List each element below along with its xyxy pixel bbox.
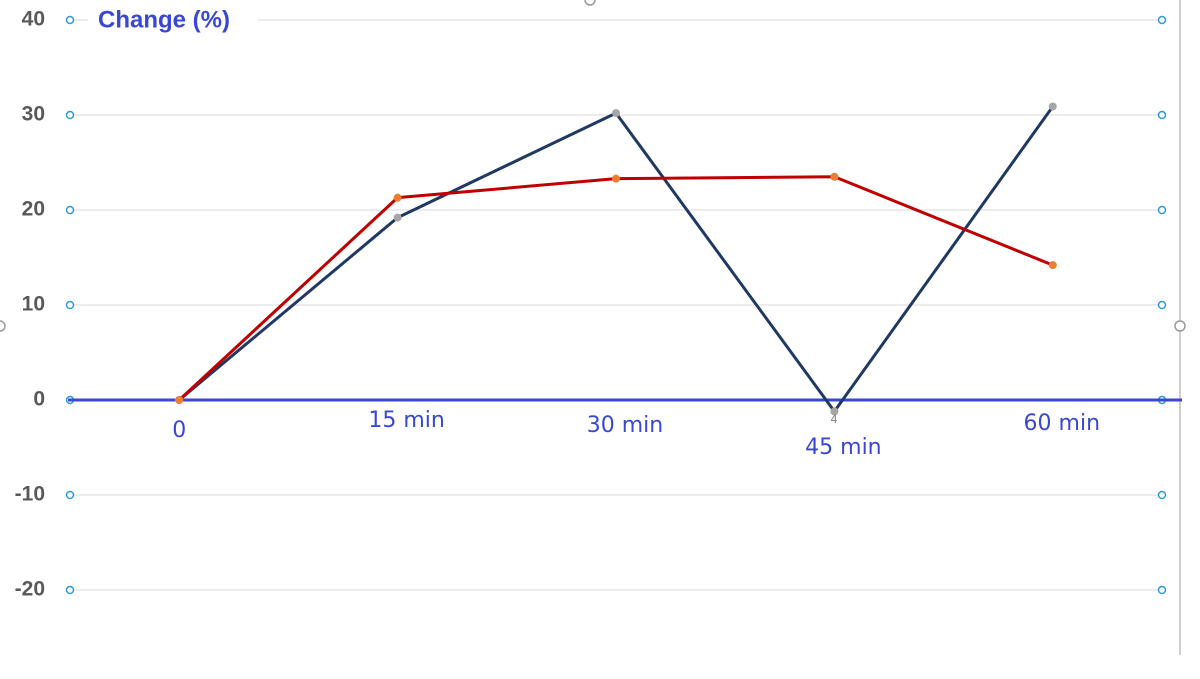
y-tick-label: -10 <box>15 483 45 506</box>
data-point <box>393 193 402 202</box>
gridline-handle <box>65 110 75 120</box>
plot-area: 0 15 min 30 min 45 min 60 min <box>172 102 1100 460</box>
y-tick-label: 20 <box>22 198 45 221</box>
x-tick-label: 30 min <box>587 413 663 438</box>
annotation: 4 <box>831 412 838 426</box>
gridline-handle <box>65 300 75 310</box>
gridline-handle <box>1157 205 1167 215</box>
gridline-handle <box>1157 110 1167 120</box>
y-tick-label: 10 <box>22 293 45 316</box>
gridline-handle <box>65 585 75 595</box>
y-tick-label: 30 <box>22 103 45 126</box>
y-tick-label: -20 <box>15 578 45 601</box>
data-point <box>830 172 839 181</box>
x-tick-label: 15 min <box>368 408 444 433</box>
resize-handle[interactable] <box>584 0 596 6</box>
chart-title: Change (%) <box>98 6 230 33</box>
gridline-handle <box>1157 300 1167 310</box>
data-point <box>830 407 839 416</box>
x-tick-label: 45 min <box>805 435 881 460</box>
y-tick-label: 0 <box>33 388 45 411</box>
resize-handle[interactable] <box>0 320 6 332</box>
data-point <box>612 109 620 118</box>
title-background <box>88 4 258 38</box>
data-point <box>175 396 184 404</box>
y-tick-label: 40 <box>22 8 45 31</box>
gridline-handle <box>1157 15 1167 25</box>
gridline-handle <box>1157 585 1167 595</box>
gridline-handle <box>1157 490 1167 500</box>
data-point <box>393 213 402 222</box>
data-point <box>612 174 620 183</box>
x-tick-label: 60 min <box>1024 411 1100 436</box>
gridline-handle <box>65 490 75 500</box>
gridline-handle <box>65 205 75 215</box>
data-point <box>1048 102 1057 111</box>
resize-handle[interactable] <box>1174 320 1186 332</box>
gridline-handle <box>65 15 75 25</box>
data-point <box>1048 261 1057 270</box>
x-tick-label: 0 <box>172 418 186 443</box>
